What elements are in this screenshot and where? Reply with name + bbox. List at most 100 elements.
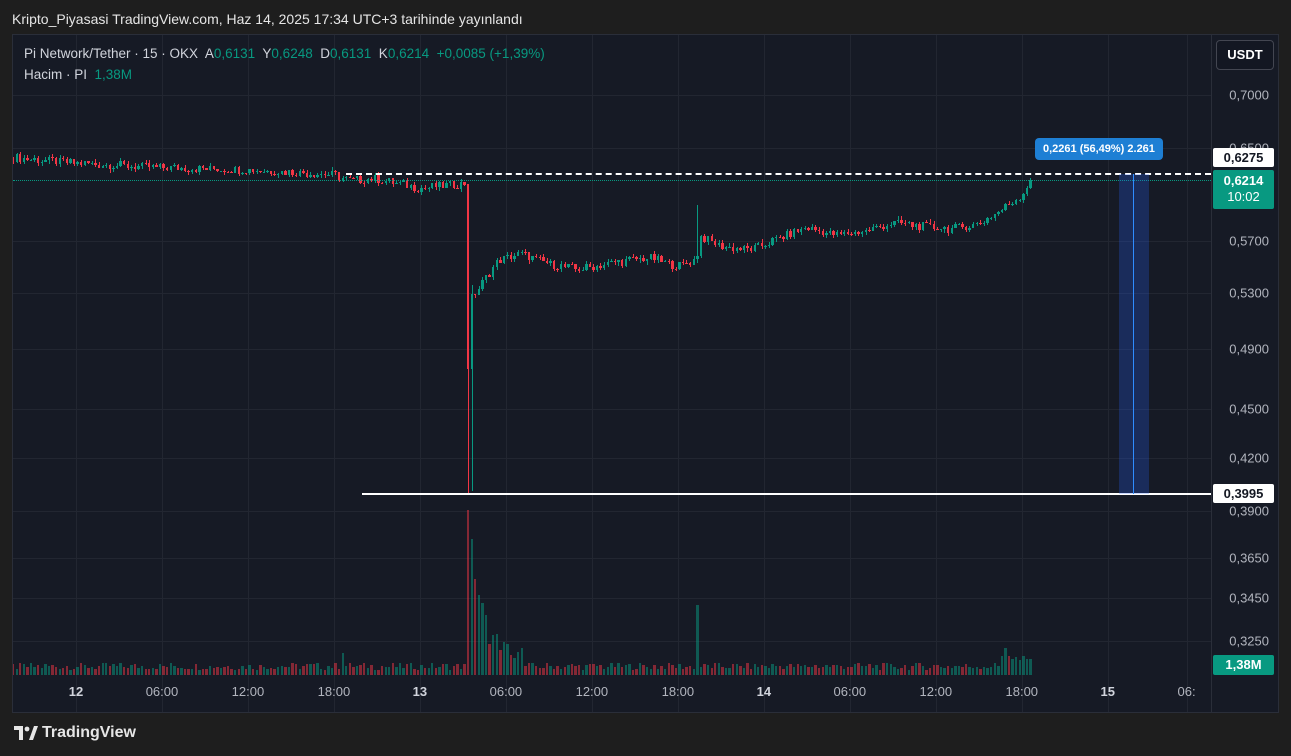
- candle-wick: [944, 226, 946, 233]
- candle-body: [262, 171, 266, 173]
- candle-wick: [475, 293, 477, 298]
- volume-bar: [298, 668, 301, 675]
- time-axis-label: 13: [412, 684, 428, 699]
- volume-bar: [62, 667, 65, 675]
- volume-bar: [29, 663, 33, 675]
- volume-bar: [624, 664, 627, 675]
- volume-bar: [459, 668, 463, 675]
- volume-bar: [69, 670, 72, 675]
- candle-wick: [879, 223, 881, 228]
- candle-body: [434, 183, 438, 188]
- candle-body: [760, 242, 764, 246]
- volume-bar: [979, 669, 982, 675]
- high-dashed-line[interactable]: [346, 173, 1211, 175]
- candle-body: [646, 258, 649, 262]
- volume-bar: [15, 668, 18, 675]
- volume-bar: [183, 668, 187, 675]
- volume-bar: [162, 665, 165, 675]
- volume-bar: [800, 665, 803, 675]
- volume-bar: [857, 662, 860, 675]
- tradingview-logo[interactable]: TradingView: [14, 724, 136, 742]
- volume-bar: [599, 665, 602, 675]
- candle-body: [58, 157, 61, 165]
- candle-body: [495, 260, 498, 268]
- candle-body: [452, 181, 455, 189]
- volume-bar: [305, 664, 309, 675]
- candle-body: [620, 260, 624, 266]
- currency-button[interactable]: USDT: [1216, 40, 1274, 70]
- candle-body: [54, 158, 58, 165]
- time-axis-label: 14: [756, 684, 772, 699]
- candle-body: [807, 228, 810, 230]
- volume-bar: [588, 663, 592, 675]
- symbol-name[interactable]: Pi Network/Tether · 15 · OKX: [24, 46, 199, 61]
- volume-bar: [248, 664, 251, 675]
- candle-wick: [428, 187, 430, 192]
- volume-bar: [767, 667, 771, 675]
- volume-bar: [889, 663, 893, 675]
- change-value: +0,0085 (+1,39%): [436, 46, 545, 61]
- volume-bar: [943, 668, 946, 675]
- volume-bar: [262, 666, 266, 675]
- candle-body: [681, 262, 685, 264]
- volume-bar: [821, 666, 824, 675]
- volume-bar: [352, 667, 355, 675]
- candle-body: [241, 173, 244, 175]
- volume-bar: [205, 669, 208, 675]
- volume-bar: [911, 665, 914, 675]
- candle-wick: [328, 171, 330, 176]
- candle-body: [330, 170, 334, 175]
- volume-bar: [574, 666, 577, 675]
- volume-bar: [997, 666, 1000, 675]
- candle-wick: [611, 259, 613, 262]
- volume-bar: [423, 667, 427, 675]
- volume-bar: [567, 664, 570, 675]
- candle-body: [527, 252, 531, 261]
- candle-body: [144, 162, 147, 164]
- candle-body: [183, 168, 187, 172]
- candle-wick: [582, 267, 584, 272]
- grid-line-v: [419, 35, 421, 712]
- volume-bar: [878, 669, 882, 675]
- candle-wick: [242, 171, 244, 175]
- candle-body: [105, 164, 108, 167]
- last-price-tag: 0,6214 10:02: [1213, 170, 1274, 209]
- volume-bar: [87, 667, 90, 675]
- grid-line-v: [849, 35, 851, 712]
- last-price: 0,6214: [1223, 173, 1264, 188]
- candle-body: [606, 261, 610, 265]
- volume-bar: [97, 665, 101, 675]
- plot-area[interactable]: 0,2261 (56,49%) 2.261 Pi Network/Tether …: [13, 35, 1211, 712]
- chart-panel[interactable]: 0,2261 (56,49%) 2.261 Pi Network/Tether …: [12, 34, 1279, 713]
- candle-body: [567, 264, 570, 267]
- volume-bar: [334, 663, 337, 675]
- candle-body: [205, 168, 208, 170]
- candle-wick: [632, 253, 634, 258]
- volume-bar: [868, 664, 871, 675]
- volume-bar: [613, 667, 617, 675]
- measure-range[interactable]: [1119, 174, 1149, 494]
- volume-bar: [495, 633, 498, 675]
- candle-body: [165, 168, 169, 171]
- volume-bar: [620, 666, 624, 675]
- price-axis-label: 0,4500: [1229, 401, 1269, 417]
- volume-bar: [989, 667, 993, 675]
- candle-body: [957, 223, 961, 225]
- candle-body: [853, 231, 857, 235]
- candle-wick: [231, 170, 233, 174]
- candle-body: [710, 236, 713, 241]
- time-axis-label: 06:00: [833, 684, 867, 699]
- candle-body: [868, 229, 871, 231]
- candle-body: [828, 230, 832, 233]
- candle-body: [907, 222, 910, 224]
- volume-bar: [843, 669, 846, 675]
- candle-body: [631, 257, 635, 259]
- low-horizontal-line[interactable]: [362, 493, 1211, 495]
- candle-body: [1004, 204, 1007, 211]
- measure-label: 0,2261 (56,49%) 2.261: [1035, 138, 1163, 160]
- candle-body: [76, 162, 79, 164]
- candle-body: [65, 159, 69, 163]
- candle-wick: [908, 221, 910, 224]
- price-axis[interactable]: 0,70000,65000,57000,53000,49000,45000,42…: [1211, 35, 1278, 712]
- candle-body: [162, 163, 165, 169]
